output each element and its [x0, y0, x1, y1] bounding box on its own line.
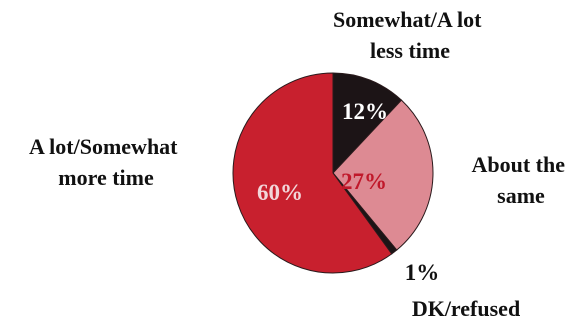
pie-slices	[232, 72, 434, 274]
category-label-less-time: Somewhat/A lot less time	[333, 7, 487, 63]
pie-slice-more-time	[232, 72, 393, 274]
pie-slice-same	[332, 99, 434, 251]
category-label-dk: DK/refused	[412, 296, 520, 321]
category-label-more-time: A lot/Somewhat more time	[29, 134, 183, 190]
pie-slice-less-time	[332, 72, 403, 175]
slice-value-label-more-time: 60%	[257, 180, 303, 205]
category-label-same: About the same	[471, 152, 570, 208]
slice-value-label-less-time: 12%	[342, 99, 388, 124]
slice-value-label-dk: 1%	[405, 260, 440, 285]
slice-value-label-same: 27%	[341, 169, 387, 194]
